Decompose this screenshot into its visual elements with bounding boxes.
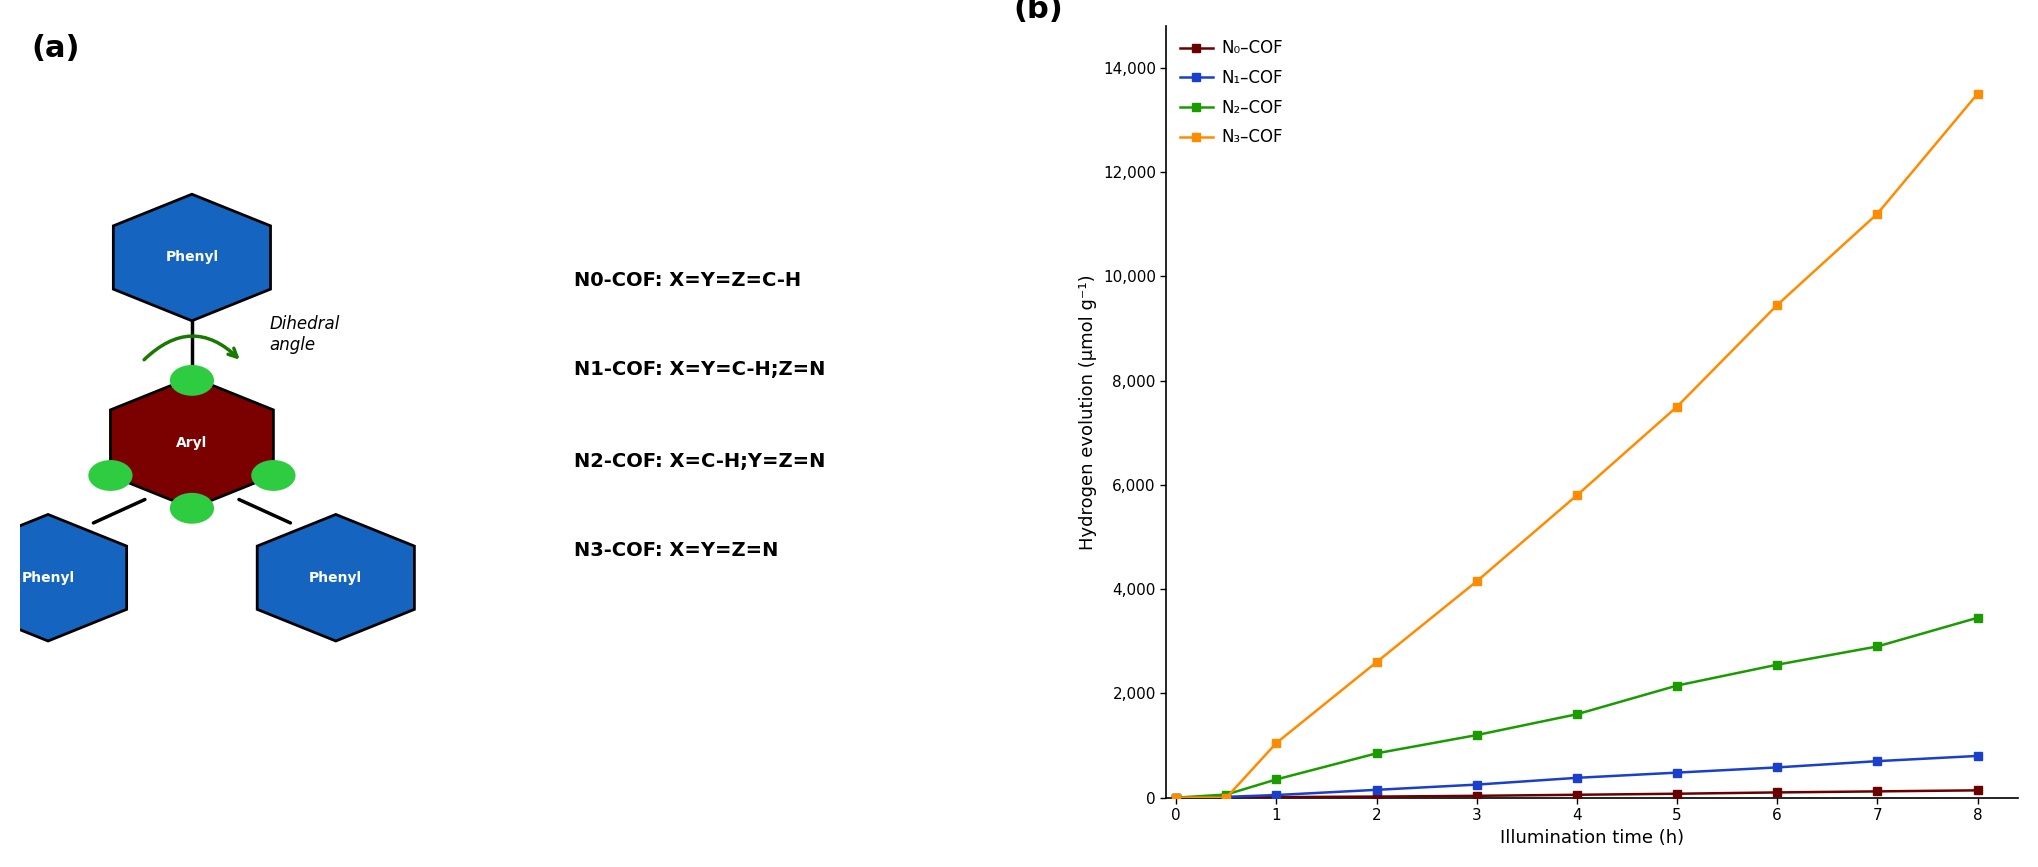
N₁–COF [1465, 779, 1490, 790]
N₃–COF [1363, 657, 1388, 668]
N₂–COF [1465, 730, 1490, 740]
Line: N₁–COF: N₁–COF [1172, 752, 1981, 802]
N₂–COF [1865, 642, 1889, 652]
N₁–COF [1865, 756, 1889, 766]
FancyArrowPatch shape [145, 336, 236, 360]
N₂–COF [1965, 613, 1989, 623]
N₂–COF [1363, 748, 1388, 759]
Circle shape [169, 492, 214, 524]
N₃–COF [1765, 300, 1789, 310]
Text: Dihedral
angle: Dihedral angle [269, 316, 340, 354]
N₀–COF [1865, 786, 1889, 797]
N₁–COF [1215, 792, 1239, 802]
N₁–COF [1665, 767, 1690, 778]
Text: Phenyl: Phenyl [310, 570, 363, 584]
Text: (a): (a) [31, 34, 79, 62]
N₀–COF [1215, 792, 1239, 803]
N₂–COF [1164, 792, 1188, 803]
Text: (b): (b) [1013, 0, 1062, 24]
Polygon shape [0, 514, 126, 641]
N₀–COF [1965, 786, 1989, 796]
N₃–COF [1865, 208, 1889, 218]
Legend: N₀–COF, N₁–COF, N₂–COF, N₃–COF: N₀–COF, N₁–COF, N₂–COF, N₃–COF [1174, 35, 1288, 152]
Polygon shape [114, 194, 271, 321]
N₀–COF [1264, 792, 1288, 802]
N₁–COF [1363, 785, 1388, 795]
N₁–COF [1264, 790, 1288, 800]
N₁–COF [1965, 751, 1989, 761]
N₂–COF [1665, 681, 1690, 691]
Polygon shape [257, 514, 414, 641]
N₀–COF [1363, 792, 1388, 802]
N₃–COF [1465, 576, 1490, 586]
Polygon shape [110, 377, 273, 508]
N₂–COF [1264, 774, 1288, 785]
Text: N0-COF: X=Y=Z=C-H: N0-COF: X=Y=Z=C-H [575, 271, 801, 290]
Line: N₂–COF: N₂–COF [1172, 614, 1981, 802]
Y-axis label: Hydrogen evolution (μmol g⁻¹): Hydrogen evolution (μmol g⁻¹) [1080, 274, 1096, 550]
N₁–COF [1765, 762, 1789, 772]
N₂–COF [1215, 789, 1239, 799]
N₀–COF [1164, 792, 1188, 803]
Text: N2-COF: X=C-H;Y=Z=N: N2-COF: X=C-H;Y=Z=N [575, 453, 825, 472]
N₃–COF [1965, 88, 1989, 99]
Text: Aryl: Aryl [177, 436, 208, 450]
N₂–COF [1565, 709, 1590, 720]
N₀–COF [1465, 791, 1490, 801]
Line: N₃–COF: N₃–COF [1172, 89, 1981, 802]
N₂–COF [1765, 660, 1789, 670]
Circle shape [251, 460, 296, 491]
Line: N₀–COF: N₀–COF [1172, 786, 1981, 802]
Text: N3-COF: X=Y=Z=N: N3-COF: X=Y=Z=N [575, 541, 779, 560]
N₃–COF [1164, 792, 1188, 803]
N₁–COF [1164, 792, 1188, 803]
N₃–COF [1264, 738, 1288, 748]
Text: Phenyl: Phenyl [165, 251, 218, 264]
Text: N1-COF: X=Y=C-H;Z=N: N1-COF: X=Y=C-H;Z=N [575, 360, 825, 379]
N₃–COF [1565, 490, 1590, 500]
N₀–COF [1665, 788, 1690, 799]
N₃–COF [1215, 792, 1239, 803]
N₀–COF [1565, 790, 1590, 800]
N₁–COF [1565, 772, 1590, 783]
Circle shape [169, 365, 214, 396]
Text: Phenyl: Phenyl [22, 570, 75, 584]
Circle shape [88, 460, 132, 491]
N₃–COF [1665, 401, 1690, 412]
N₀–COF [1765, 787, 1789, 798]
X-axis label: Illumination time (h): Illumination time (h) [1500, 829, 1683, 846]
